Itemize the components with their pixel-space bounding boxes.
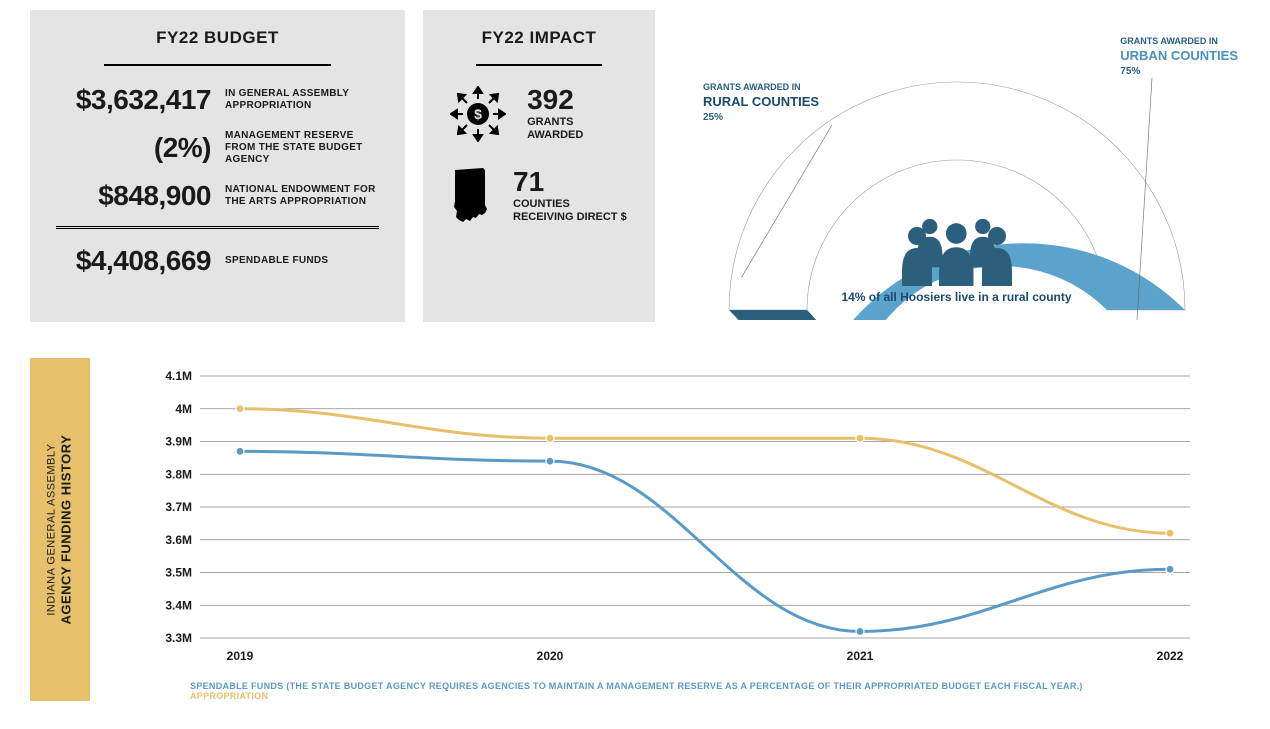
svg-text:3.3M: 3.3M xyxy=(165,631,192,645)
double-rule xyxy=(56,226,379,229)
legend-spendable: SPENDABLE FUNDS (THE STATE BUDGET AGENCY… xyxy=(190,681,1230,691)
gauge-name: URBAN COUNTIES xyxy=(1120,48,1238,65)
svg-text:3.5M: 3.5M xyxy=(165,566,192,580)
impact-stat: 71 COUNTIES RECEIVING DIRECT $ xyxy=(513,168,629,224)
impact-value: 392 xyxy=(527,86,629,114)
budget-label: MANAGEMENT RESERVE FROM THE STATE BUDGET… xyxy=(225,130,379,166)
budget-label: IN GENERAL ASSEMBLY APPROPRIATION xyxy=(225,88,379,112)
svg-text:2019: 2019 xyxy=(227,649,254,663)
impact-label: COUNTIES RECEIVING DIRECT $ xyxy=(513,198,629,224)
people-icon xyxy=(902,210,1012,291)
gauge-caption: 14% of all Hoosiers live in a rural coun… xyxy=(673,290,1240,304)
divider xyxy=(476,64,602,66)
gauge-pre: GRANTS AWARDED IN xyxy=(1120,36,1218,46)
budget-total-label: SPENDABLE FUNDS xyxy=(225,255,379,267)
gauge-pct: 75% xyxy=(1120,66,1140,77)
history-side-title: INDIANA GENERAL ASSEMBLY AGENCY FUNDING … xyxy=(30,358,90,701)
svg-text:4.1M: 4.1M xyxy=(165,369,192,383)
budget-card: FY22 BUDGET $3,632,417 IN GENERAL ASSEMB… xyxy=(30,10,405,322)
budget-value: (2%) xyxy=(56,132,211,164)
svg-text:$: $ xyxy=(474,106,482,122)
gauge-pre: GRANTS AWARDED IN xyxy=(703,82,801,92)
budget-label: NATIONAL ENDOWMENT FOR THE ARTS APPROPRI… xyxy=(225,184,379,208)
gauge-pct: 25% xyxy=(703,112,723,123)
svg-text:3.4M: 3.4M xyxy=(165,598,192,612)
svg-text:2020: 2020 xyxy=(537,649,564,663)
gauge-chart: GRANTS AWARDED IN RURAL COUNTIES 25% GRA… xyxy=(673,10,1240,322)
budget-title: FY22 BUDGET xyxy=(56,28,379,58)
history-chart: 4.1M 4M 3.9M 3.8M 3.7M 3.6M 3.5M 3.4M 3.3M 2019 20… xyxy=(90,358,1240,701)
gauge-name: RURAL COUNTIES xyxy=(703,94,819,111)
legend-appropriation: APPROPRIATION xyxy=(190,691,1230,701)
budget-value: $848,900 xyxy=(56,180,211,212)
budget-row: (2%) MANAGEMENT RESERVE FROM THE STATE B… xyxy=(56,130,379,166)
impact-card: FY22 IMPACT $ xyxy=(423,10,655,322)
svg-text:2022: 2022 xyxy=(1157,649,1184,663)
money-spread-icon: $ xyxy=(449,84,507,144)
svg-text:2021: 2021 xyxy=(847,649,874,663)
budget-total-row: $4,408,669 SPENDABLE FUNDS xyxy=(56,245,379,277)
budget-row: $848,900 NATIONAL ENDOWMENT FOR THE ARTS… xyxy=(56,180,379,212)
budget-row: $3,632,417 IN GENERAL ASSEMBLY APPROPRIA… xyxy=(56,84,379,116)
side-title-small: INDIANA GENERAL ASSEMBLY xyxy=(45,443,57,615)
impact-value: 71 xyxy=(513,168,629,196)
line-chart-svg: 4.1M 4M 3.9M 3.8M 3.7M 3.6M 3.5M 3.4M 3.3M 2019 20… xyxy=(150,358,1210,668)
indiana-state-icon xyxy=(449,166,493,226)
svg-text:3.8M: 3.8M xyxy=(165,467,192,481)
impact-title: FY22 IMPACT xyxy=(449,28,629,58)
svg-text:4M: 4M xyxy=(175,402,192,416)
svg-text:3.9M: 3.9M xyxy=(165,435,192,449)
side-title-big: AGENCY FUNDING HISTORY xyxy=(59,435,76,625)
gauge-urban-label: GRANTS AWARDED IN URBAN COUNTIES 75% xyxy=(1120,36,1238,78)
budget-value: $3,632,417 xyxy=(56,84,211,116)
gauge-rural-label: GRANTS AWARDED IN RURAL COUNTIES 25% xyxy=(703,82,819,124)
divider xyxy=(104,64,330,66)
svg-text:3.7M: 3.7M xyxy=(165,500,192,514)
chart-legend: SPENDABLE FUNDS (THE STATE BUDGET AGENCY… xyxy=(190,681,1230,701)
svg-text:3.6M: 3.6M xyxy=(165,533,192,547)
impact-label: GRANTS AWARDED xyxy=(527,116,629,142)
impact-row: 71 COUNTIES RECEIVING DIRECT $ xyxy=(449,166,629,226)
budget-total-value: $4,408,669 xyxy=(56,245,211,277)
impact-stat: 392 GRANTS AWARDED xyxy=(527,86,629,142)
impact-row: $ 392 GRANTS AWARDED xyxy=(449,84,629,144)
